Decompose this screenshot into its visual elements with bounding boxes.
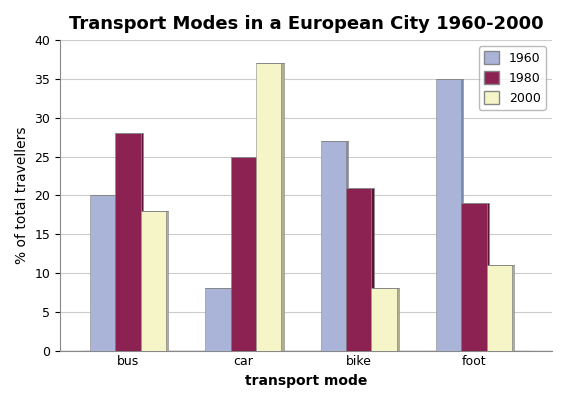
Polygon shape bbox=[371, 187, 374, 351]
X-axis label: transport mode: transport mode bbox=[245, 374, 367, 388]
Bar bbox=[256, 63, 281, 351]
Polygon shape bbox=[281, 63, 284, 351]
Bar bbox=[116, 133, 141, 351]
Legend: 1960, 1980, 2000: 1960, 1980, 2000 bbox=[479, 46, 546, 110]
Polygon shape bbox=[397, 289, 399, 351]
Polygon shape bbox=[116, 195, 118, 351]
Bar bbox=[205, 289, 231, 351]
Bar bbox=[371, 289, 397, 351]
Polygon shape bbox=[486, 203, 489, 351]
Polygon shape bbox=[231, 289, 233, 351]
Bar bbox=[320, 141, 346, 351]
Polygon shape bbox=[166, 211, 168, 351]
Polygon shape bbox=[346, 141, 348, 351]
Bar bbox=[346, 187, 371, 351]
Bar bbox=[436, 79, 461, 351]
Title: Transport Modes in a European City 1960-2000: Transport Modes in a European City 1960-… bbox=[69, 15, 543, 33]
Polygon shape bbox=[512, 265, 514, 351]
Bar bbox=[141, 211, 166, 351]
Polygon shape bbox=[461, 79, 463, 351]
Bar bbox=[461, 203, 486, 351]
Polygon shape bbox=[256, 156, 259, 351]
Bar bbox=[90, 195, 116, 351]
Polygon shape bbox=[141, 133, 143, 351]
Bar bbox=[486, 265, 512, 351]
Bar bbox=[231, 156, 256, 351]
Y-axis label: % of total travellers: % of total travellers bbox=[15, 127, 29, 264]
